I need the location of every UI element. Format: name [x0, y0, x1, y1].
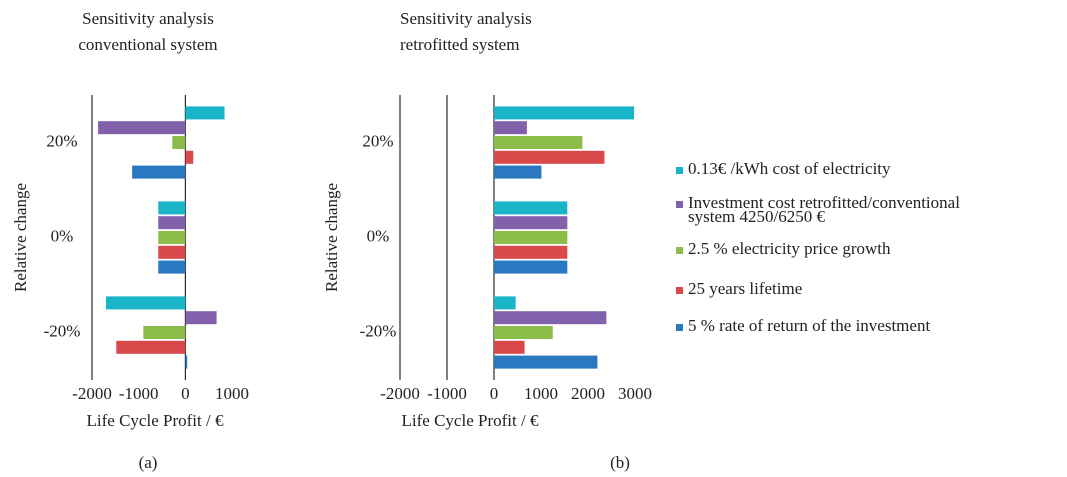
y-tick-label: -20% [44, 321, 81, 340]
bar [106, 296, 186, 310]
bar [185, 355, 188, 369]
bar [494, 355, 598, 369]
legend-swatch [676, 201, 683, 208]
x-tick-label: 2000 [571, 384, 605, 403]
bar [494, 121, 527, 135]
bar [185, 150, 194, 164]
x-tick-label: -2000 [380, 384, 420, 403]
bar [143, 326, 186, 339]
x-tick-label: 0 [490, 384, 499, 403]
y-tick-label: 20% [46, 131, 77, 150]
chart-title: Sensitivity analysis [400, 9, 532, 28]
legend-label: 25 years lifetime [688, 279, 802, 298]
bar [172, 136, 186, 149]
y-tick-label: 0% [51, 226, 74, 245]
bar [494, 136, 583, 149]
legend-label: 2.5 % electricity price growth [688, 239, 891, 258]
y-tick-label: -20% [360, 321, 397, 340]
bar [494, 216, 568, 230]
x-axis-label: Life Cycle Profit / € [402, 411, 539, 430]
bar [116, 340, 186, 354]
legend-swatch [676, 167, 683, 174]
x-tick-label: -1000 [427, 384, 467, 403]
legend-swatch [676, 287, 683, 294]
bar [494, 245, 568, 259]
bar [494, 326, 553, 339]
legend-swatch [676, 247, 683, 254]
y-tick-label: 20% [362, 131, 393, 150]
bar [158, 245, 186, 259]
legend-label: 0.13€ /kWh cost of electricity [688, 159, 891, 178]
y-axis-label: Relative change [322, 183, 341, 292]
bar [158, 216, 186, 230]
x-tick-label: 3000 [618, 384, 652, 403]
x-tick-label: 1000 [524, 384, 558, 403]
bar [494, 201, 568, 215]
legend-swatch [676, 324, 683, 331]
bar [494, 106, 635, 120]
x-tick-label: -2000 [72, 384, 112, 403]
bar [494, 231, 568, 244]
bar [494, 340, 525, 354]
bar [494, 296, 516, 310]
bar [158, 201, 186, 215]
bar [158, 260, 186, 274]
panel-label: (b) [610, 453, 630, 472]
chart-title: retrofitted system [400, 35, 519, 54]
legend-label: 5 % rate of return of the investment [688, 316, 930, 335]
bar [132, 165, 186, 179]
x-tick-label: 1000 [215, 384, 249, 403]
bar [494, 311, 607, 325]
bar [494, 150, 605, 164]
bar [158, 231, 186, 244]
x-tick-label: -1000 [119, 384, 159, 403]
x-axis-label: Life Cycle Profit / € [87, 411, 224, 430]
bar [494, 165, 542, 179]
chart-title: Sensitivity analysis [82, 9, 214, 28]
bar [98, 121, 186, 135]
x-tick-label: 0 [181, 384, 190, 403]
panel-label: (a) [139, 453, 158, 472]
legend-label: Investment cost retrofitted/conventional… [688, 193, 960, 226]
y-tick-label: 0% [367, 226, 390, 245]
bar [185, 106, 225, 120]
bar [494, 260, 568, 274]
bar [185, 311, 217, 325]
y-axis-label: Relative change [11, 183, 30, 292]
chart-title: conventional system [78, 35, 217, 54]
